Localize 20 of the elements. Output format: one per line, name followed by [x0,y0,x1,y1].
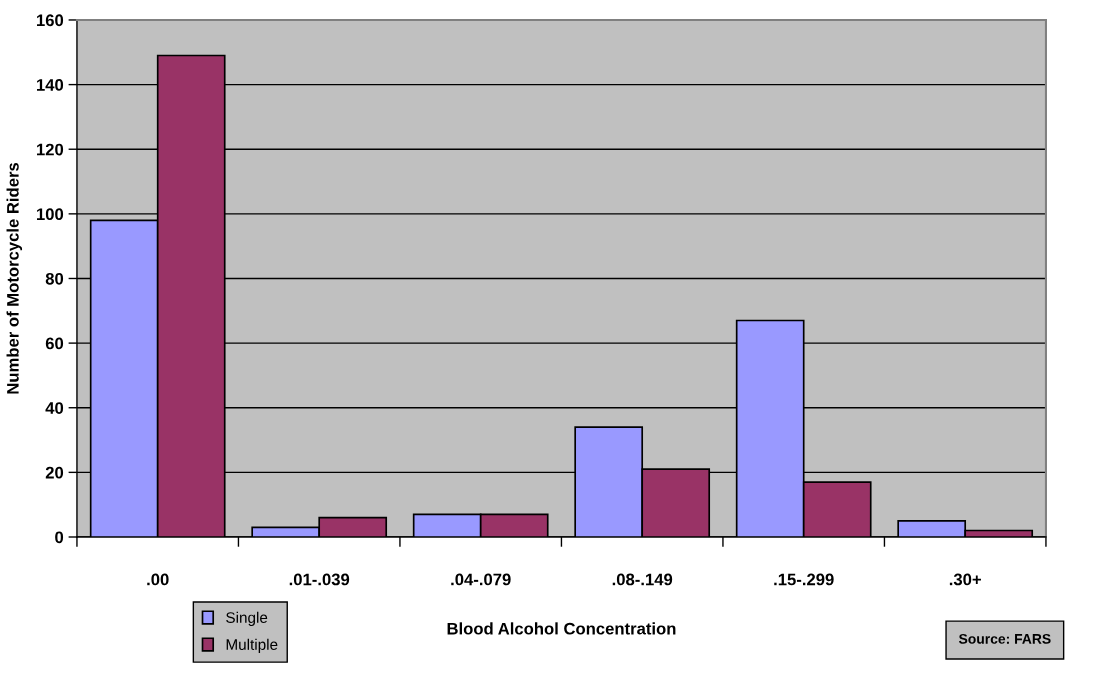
x-tick-label: .01-.039 [289,573,350,586]
y-tick-label: 140 [37,79,64,91]
x-axis-title: Blood Alcohol Concentration [447,622,676,635]
y-tick-label: 0 [55,531,64,544]
x-tick-label: .15-.299 [774,573,834,586]
y-tick-label: 120 [37,143,64,156]
legend-label: Multiple [226,638,278,653]
y-tick-label: 20 [45,466,64,479]
y-tick-label: 160 [37,14,64,27]
y-tick-label: 100 [37,208,64,221]
source-note: Source: FARS [958,633,1051,644]
y-tick-label: 60 [45,337,64,350]
y-axis-title: Number of Motorcycle Riders [6,162,23,394]
y-tick-label: 40 [45,402,64,414]
x-tick-label: .00 [147,573,169,586]
legend-label: Single [226,611,268,626]
x-tick-label: .30+ [949,573,981,586]
y-tick-label: 80 [45,272,64,285]
x-tick-label: .08-.149 [612,573,673,586]
x-tick-label: .04-.079 [451,573,511,586]
